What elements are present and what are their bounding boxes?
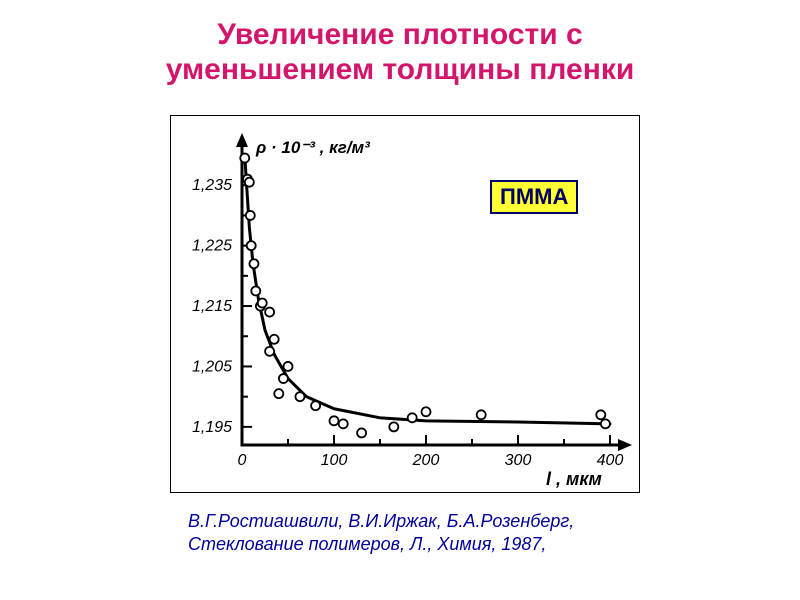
- svg-text:l , мкм: l , мкм: [546, 469, 602, 489]
- title-line2: уменьшением толщины пленки: [166, 53, 635, 86]
- svg-text:100: 100: [321, 452, 348, 469]
- slide-title: Увеличение плотности с уменьшением толщи…: [0, 18, 800, 87]
- svg-text:1,235: 1,235: [192, 177, 232, 194]
- citation-line1: В.Г.Ростиашвили, В.И.Иржак, Б.А.Розенбер…: [188, 511, 574, 531]
- svg-text:1,195: 1,195: [192, 419, 232, 436]
- density-chart: 0 100 200 300 400 1,195 1,205 1,215 1,225 1,235 l …: [170, 115, 638, 491]
- svg-text:1,205: 1,205: [192, 358, 232, 375]
- material-legend: ПММА: [490, 180, 578, 214]
- citation: В.Г.Ростиашвили, В.И.Иржак, Б.А.Розенбер…: [188, 510, 574, 555]
- svg-text:0: 0: [238, 452, 247, 469]
- svg-text:1,225: 1,225: [192, 238, 232, 255]
- svg-text:300: 300: [505, 452, 532, 469]
- svg-text:200: 200: [412, 452, 440, 469]
- title-line1: Увеличение плотности с: [217, 18, 582, 51]
- citation-line2: Стеклование полимеров, Л., Химия, 1987,: [188, 534, 546, 554]
- svg-text:ρ · 10⁻³ , кг/м³: ρ · 10⁻³ , кг/м³: [255, 138, 371, 157]
- svg-text:1,215: 1,215: [192, 298, 232, 315]
- svg-text:400: 400: [597, 452, 624, 469]
